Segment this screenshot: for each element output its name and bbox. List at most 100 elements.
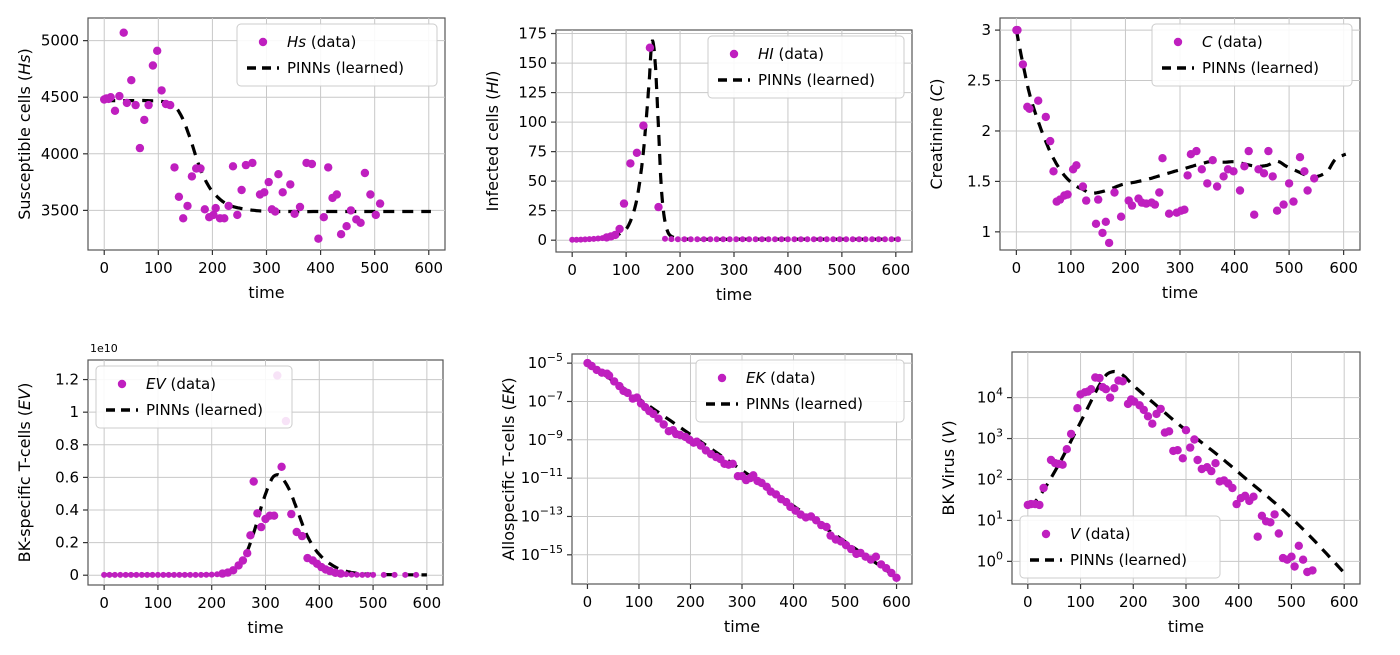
data-point bbox=[1212, 182, 1222, 191]
data-point bbox=[228, 162, 238, 171]
data-point bbox=[1211, 459, 1220, 468]
data-point bbox=[892, 573, 901, 582]
data-point bbox=[336, 569, 345, 578]
xtick-label: 0 bbox=[567, 261, 577, 279]
xtick-label: 400 bbox=[774, 261, 803, 279]
data-point bbox=[153, 46, 162, 56]
data-point bbox=[224, 201, 233, 211]
ytick-label: 2 bbox=[981, 122, 991, 140]
legend-marker-icon bbox=[729, 49, 739, 59]
data-point bbox=[1150, 200, 1160, 209]
data-point bbox=[1116, 212, 1126, 221]
ytick-label: 75 bbox=[528, 143, 547, 161]
data-point bbox=[187, 571, 194, 578]
data-point bbox=[332, 190, 341, 199]
data-point bbox=[797, 236, 804, 243]
xtick-label: 500 bbox=[1275, 259, 1304, 277]
data-point bbox=[140, 115, 149, 125]
data-point bbox=[694, 236, 701, 243]
data-point bbox=[271, 207, 280, 216]
y-axis-label: Susceptible cells (Hs) bbox=[15, 48, 34, 220]
data-point bbox=[183, 201, 192, 211]
axis-ticks-c: 0 100 200 300 400 500 600 1 1.5 2 2.5 3 bbox=[967, 21, 1358, 277]
data-point bbox=[1298, 555, 1308, 564]
xtick-label: 400 bbox=[1220, 259, 1249, 277]
data-point bbox=[165, 571, 172, 578]
data-point bbox=[1139, 405, 1148, 415]
legend-data-label: Hs (data) bbox=[287, 33, 356, 51]
data-point bbox=[623, 388, 632, 398]
legend-ek: EK (data) PINNs (learned) bbox=[695, 359, 905, 423]
legend-model-label: PINNs (learned) bbox=[1202, 59, 1319, 77]
xtick-label: 300 bbox=[720, 261, 749, 279]
y-axis-label: Infected cells (HI) bbox=[483, 71, 502, 212]
data-point bbox=[1062, 445, 1071, 454]
xtick-label: 0 bbox=[99, 259, 109, 277]
data-point bbox=[208, 571, 215, 578]
ytick-label: 10−7 bbox=[528, 389, 563, 410]
data-points-ek bbox=[583, 358, 901, 582]
ytick-label: 0 bbox=[537, 231, 547, 249]
data-point bbox=[1294, 541, 1303, 550]
data-point bbox=[307, 159, 317, 169]
data-point bbox=[1289, 197, 1298, 206]
data-point bbox=[278, 188, 287, 197]
legend-data-label: EK (data) bbox=[746, 369, 816, 387]
data-point bbox=[269, 511, 279, 520]
xtick-label: 300 bbox=[1166, 259, 1195, 277]
data-point bbox=[1091, 219, 1101, 228]
ytick-label: 125 bbox=[518, 84, 547, 102]
legend-model-label: PINNs (learned) bbox=[746, 395, 863, 413]
data-point bbox=[211, 203, 220, 213]
subplot-ev: 0 100 200 300 400 500 600 0 0.2 0.4 0.6 0.8 1 1.2 1e10… bbox=[0, 320, 491, 655]
data-point bbox=[319, 213, 328, 222]
data-point bbox=[778, 236, 785, 243]
legend-marker-icon bbox=[1173, 37, 1183, 47]
ytick-label: 0.8 bbox=[55, 436, 79, 454]
data-point bbox=[1101, 385, 1111, 394]
data-point bbox=[1287, 552, 1296, 561]
data-point bbox=[277, 462, 286, 471]
xtick-label: 100 bbox=[144, 594, 173, 612]
data-point bbox=[1073, 404, 1082, 413]
data-point bbox=[573, 236, 580, 243]
data-point bbox=[1244, 146, 1253, 156]
legend-data-label: C (data) bbox=[1202, 33, 1263, 51]
data-point bbox=[1086, 385, 1096, 394]
xtick-label: 0 bbox=[99, 594, 109, 612]
data-point bbox=[645, 43, 655, 52]
data-point bbox=[1101, 217, 1110, 226]
data-point bbox=[604, 371, 614, 380]
data-point bbox=[687, 236, 694, 243]
ytick-label: 0.2 bbox=[55, 534, 79, 552]
data-point bbox=[823, 236, 830, 243]
data-point bbox=[1310, 174, 1319, 183]
data-point bbox=[117, 571, 124, 578]
data-point bbox=[1118, 377, 1127, 386]
data-point bbox=[1207, 466, 1216, 476]
xtick-label: 0 bbox=[583, 593, 593, 611]
data-point bbox=[746, 236, 753, 243]
data-point bbox=[157, 86, 166, 95]
subplot-c: 0 100 200 300 400 500 600 1 1.5 2 2.5 3 Creatinine (… bbox=[908, 0, 1400, 320]
data-point bbox=[149, 571, 156, 578]
ytick-label: 10−15 bbox=[521, 543, 563, 564]
data-point bbox=[1078, 182, 1088, 191]
data-point bbox=[733, 236, 740, 243]
data-point bbox=[1192, 146, 1201, 156]
data-point bbox=[370, 571, 377, 578]
data-point bbox=[233, 210, 242, 220]
data-point bbox=[659, 420, 668, 429]
data-point bbox=[348, 571, 355, 578]
xtick-label: 300 bbox=[1172, 593, 1201, 611]
data-point bbox=[229, 566, 238, 575]
data-point bbox=[772, 236, 778, 243]
data-point bbox=[176, 571, 183, 578]
data-point bbox=[1180, 205, 1189, 214]
ytick-label: 3 bbox=[981, 21, 991, 39]
data-point bbox=[1303, 186, 1312, 195]
data-point bbox=[1127, 201, 1137, 210]
data-point bbox=[249, 477, 258, 486]
data-point bbox=[1186, 443, 1195, 452]
data-point bbox=[200, 205, 209, 214]
